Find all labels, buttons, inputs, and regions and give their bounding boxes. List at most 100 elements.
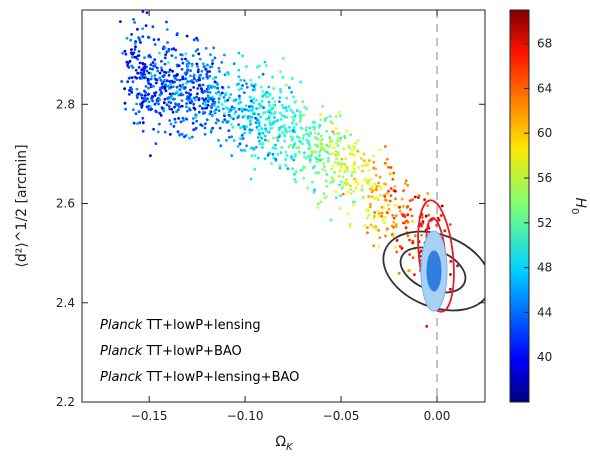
scatter-point <box>369 205 372 209</box>
scatter-point <box>217 100 221 104</box>
scatter-point <box>349 188 353 191</box>
scatter-point <box>180 99 184 102</box>
scatter-point <box>287 105 291 108</box>
scatter-point <box>321 168 325 171</box>
scatter-point <box>345 129 349 133</box>
scatter-point <box>387 207 391 211</box>
scatter-point <box>337 110 341 114</box>
scatter-point <box>208 74 212 78</box>
scatter-point <box>214 108 218 112</box>
scatter-point <box>160 68 164 72</box>
scatter-point <box>159 114 163 117</box>
scatter-point <box>274 147 277 150</box>
scatter-point <box>417 194 421 198</box>
scatter-point <box>409 208 412 211</box>
scatter-point <box>204 46 208 50</box>
scatter-point <box>178 133 182 137</box>
scatter-point <box>227 73 231 76</box>
scatter-point <box>237 68 241 72</box>
scatter-point <box>126 63 129 67</box>
scatter-point <box>214 121 218 125</box>
scatter-point <box>325 184 329 188</box>
scatter-point <box>299 169 303 172</box>
scatter-point <box>278 100 281 103</box>
scatter-point <box>319 118 323 121</box>
scatter-point <box>334 153 337 157</box>
scatter-point <box>265 90 269 94</box>
scatter-point <box>367 179 370 183</box>
scatter-point <box>385 211 389 215</box>
scatter-point <box>367 195 370 198</box>
scatter-point <box>327 156 330 160</box>
scatter-point <box>317 171 321 174</box>
scatter-point <box>221 107 225 111</box>
scatter-point <box>188 136 192 140</box>
scatter-point <box>330 176 334 180</box>
scatter-point <box>380 211 384 215</box>
scatter-point <box>261 89 264 93</box>
scatter-point <box>229 108 233 111</box>
legend-entry-bao: Planck TT+lowP+BAO <box>100 344 242 359</box>
scatter-point <box>220 91 224 95</box>
scatter-point <box>252 97 256 100</box>
scatter-point <box>406 184 410 187</box>
scatter-point <box>248 131 252 135</box>
scatter-point <box>376 210 380 213</box>
scatter-point <box>295 135 299 139</box>
scatter-point <box>142 76 146 79</box>
scatter-point <box>223 118 227 121</box>
scatter-point <box>174 121 177 124</box>
scatter-point <box>133 55 137 59</box>
scatter-point <box>272 136 275 140</box>
scatter-point <box>161 74 165 78</box>
scatter-point <box>394 203 398 207</box>
scatter-point <box>319 200 323 204</box>
scatter-point <box>203 132 207 136</box>
scatter-point <box>329 120 333 123</box>
scatter-point <box>195 95 199 99</box>
scatter-point <box>285 154 289 158</box>
scatter-point <box>299 116 302 120</box>
scatter-point <box>383 145 387 148</box>
scatter-point <box>164 83 168 87</box>
scatter-point <box>363 224 367 227</box>
scatter-point <box>135 102 139 106</box>
scatter-point <box>137 50 141 53</box>
scatter-point <box>331 122 334 125</box>
scatter-point <box>163 97 167 101</box>
scatter-point <box>192 81 195 84</box>
scatter-point <box>351 204 355 207</box>
scatter-point <box>314 143 317 147</box>
scatter-point <box>139 102 142 106</box>
scatter-point <box>144 97 148 100</box>
y-tick-label: 2.8 <box>56 97 75 111</box>
scatter-point <box>174 74 178 78</box>
scatter-point <box>271 126 274 130</box>
scatter-point <box>325 129 328 133</box>
scatter-point <box>290 110 294 113</box>
scatter-point <box>228 135 231 139</box>
scatter-point <box>163 46 167 50</box>
scatter-points <box>119 10 459 328</box>
scatter-point <box>354 180 358 184</box>
scatter-point <box>267 139 270 143</box>
scatter-point <box>291 121 294 125</box>
scatter-point <box>227 129 231 133</box>
scatter-point <box>185 34 189 38</box>
scatter-point <box>145 69 149 73</box>
scatter-point <box>217 66 221 70</box>
scatter-point <box>338 140 342 143</box>
scatter-point <box>274 143 277 147</box>
scatter-point <box>426 192 430 195</box>
scatter-point <box>337 161 341 165</box>
scatter-point <box>306 186 309 190</box>
scatter-point <box>141 62 145 65</box>
scatter-point <box>437 218 441 222</box>
scatter-point <box>401 214 405 218</box>
scatter-point <box>420 224 424 228</box>
scatter-point <box>203 65 206 68</box>
scatter-point <box>369 202 372 206</box>
scatter-point <box>277 135 281 139</box>
scatter-point <box>130 76 134 79</box>
colorbar-ticks: 40 44 48 52 56 60 64 68 <box>524 37 552 364</box>
